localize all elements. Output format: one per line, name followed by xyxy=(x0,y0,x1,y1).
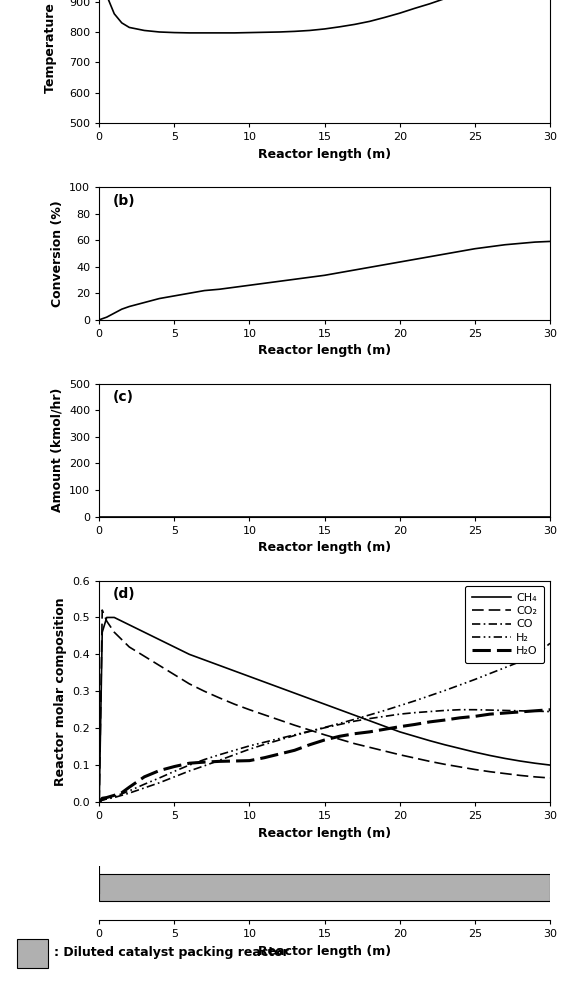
X-axis label: Reactor length (m): Reactor length (m) xyxy=(258,945,391,957)
Y-axis label: Amount (kmol/hr): Amount (kmol/hr) xyxy=(50,388,64,513)
Y-axis label: Reactor molar composition: Reactor molar composition xyxy=(54,597,67,785)
X-axis label: Reactor length (m): Reactor length (m) xyxy=(258,827,391,839)
X-axis label: Reactor length (m): Reactor length (m) xyxy=(258,541,391,554)
Text: (b): (b) xyxy=(113,194,136,208)
Text: : Diluted catalyst packing reactor: : Diluted catalyst packing reactor xyxy=(54,946,289,958)
X-axis label: Reactor length (m): Reactor length (m) xyxy=(258,344,391,357)
Bar xyxy=(17,939,48,967)
Y-axis label: Conversion (%): Conversion (%) xyxy=(50,200,64,307)
X-axis label: Reactor length (m): Reactor length (m) xyxy=(258,148,391,160)
Text: (d): (d) xyxy=(113,587,136,601)
Text: (c): (c) xyxy=(113,391,134,404)
Bar xyxy=(99,874,550,901)
Legend: CH₄, CO₂, CO, H₂, H₂O: CH₄, CO₂, CO, H₂, H₂O xyxy=(465,586,544,663)
Y-axis label: Temperature (°C): Temperature (°C) xyxy=(44,0,57,92)
